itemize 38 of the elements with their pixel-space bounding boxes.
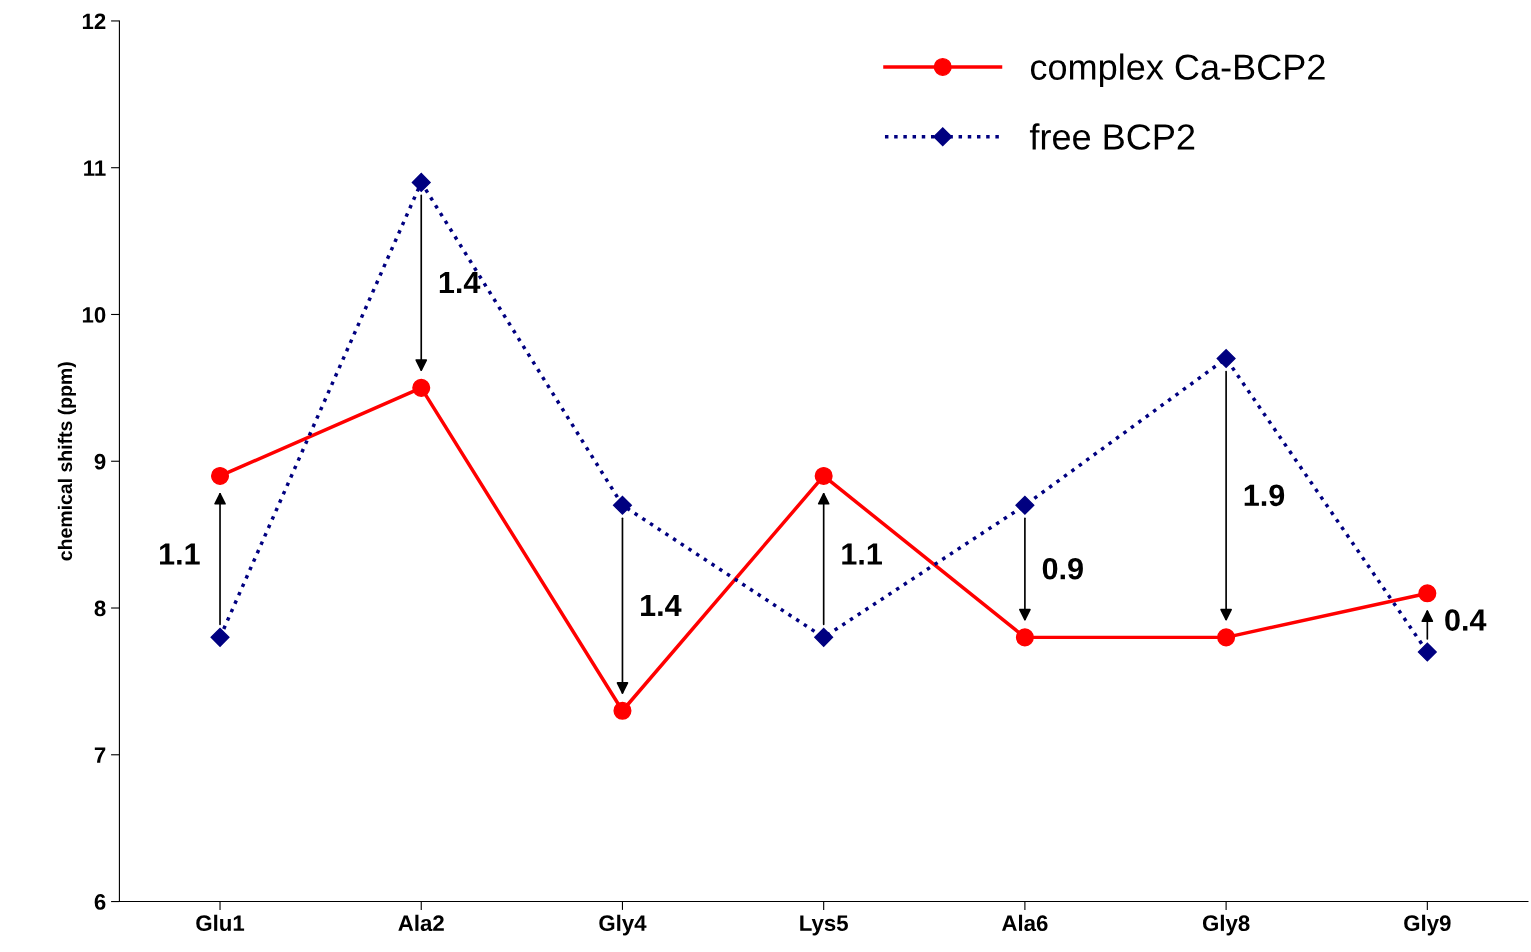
point	[1217, 628, 1236, 647]
annotation: 1.1	[842, 543, 882, 565]
y-axis-title: chemical shifts (ppm)	[57, 362, 76, 561]
point	[612, 495, 632, 515]
point	[1216, 348, 1236, 369]
x-tick-label: Lys5	[800, 915, 848, 936]
point	[1418, 584, 1437, 603]
point	[814, 466, 833, 485]
legend-label: complex Ca-BCP2	[1030, 53, 1325, 88]
annotation: 1.4	[439, 272, 481, 294]
x-tick-label: Ala6	[1001, 914, 1048, 932]
point	[411, 172, 431, 192]
point	[1015, 628, 1034, 647]
x-tick-label: Gly8	[1202, 914, 1250, 936]
annotation: 0.4	[1445, 609, 1487, 631]
point	[1417, 642, 1437, 662]
y-tick-label: 6	[94, 894, 106, 910]
y-tick-label: 12	[82, 13, 106, 29]
x-tick-label: Gly4	[599, 914, 647, 936]
annotation: 1.4	[641, 594, 682, 616]
point	[412, 378, 431, 397]
y-tick-label: 10	[82, 307, 106, 323]
point	[814, 627, 834, 647]
x-tick-label: Glu1	[196, 914, 245, 932]
annotation: 0.9	[1042, 557, 1083, 580]
x-tick-label: Ala2	[398, 914, 444, 932]
point	[1015, 495, 1035, 515]
point	[613, 701, 632, 720]
annotation: 1.9	[1244, 484, 1285, 507]
y-tick-label: 9	[94, 453, 106, 470]
x-tick-label: Gly9	[1404, 914, 1451, 936]
y-tick-label: 11	[84, 160, 106, 176]
point	[210, 466, 230, 485]
legend-label: free BCP2	[1029, 123, 1195, 150]
annotation: 1.1	[160, 543, 200, 565]
y-tick-label: 8	[94, 600, 106, 617]
point	[210, 627, 230, 647]
y-tick-label: 7	[94, 747, 106, 763]
